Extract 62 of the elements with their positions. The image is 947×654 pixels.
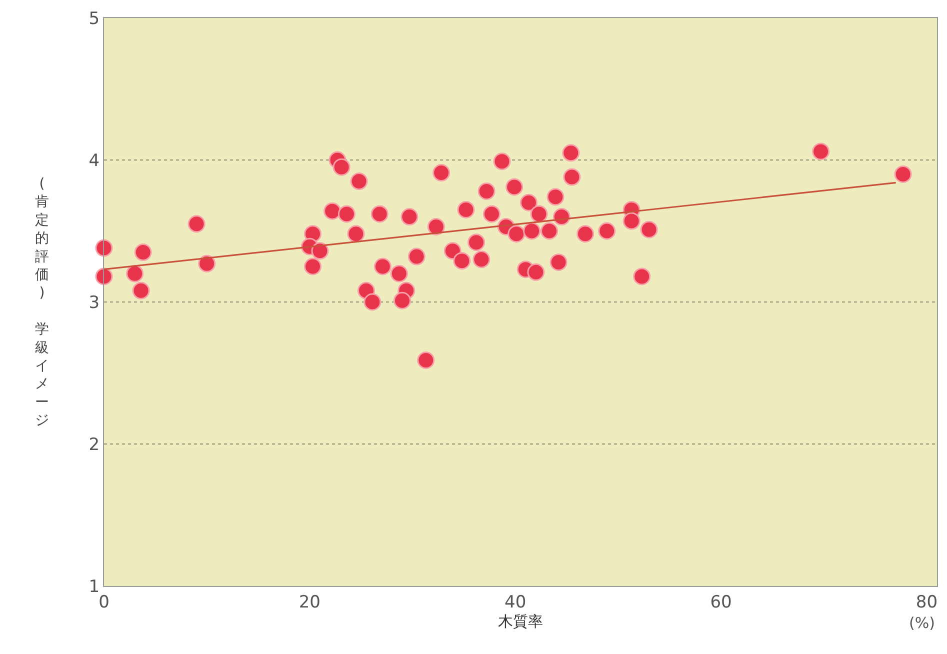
point [622,212,640,230]
point [95,268,113,286]
x-tick-label: 0 [98,592,110,612]
point [530,205,548,223]
y-tick-label: 1 [88,576,100,597]
point [393,292,411,310]
point [520,194,538,212]
point [478,182,496,200]
point [468,234,486,252]
x-tick-label: 60 [710,592,732,612]
y-tick-label: 5 [88,8,100,29]
point [134,244,152,262]
y-tick-label: 2 [88,434,100,455]
point [350,172,368,190]
x-tick-label: 40 [504,592,526,612]
point [390,264,408,282]
point [482,205,500,223]
x-tick-label: 20 [298,592,320,612]
point [432,164,450,182]
point [126,264,144,282]
point [453,252,471,270]
point [427,218,445,236]
point [812,142,830,160]
point [894,165,912,183]
point [523,222,541,240]
x-tick-label: 80 [916,592,938,612]
point [311,242,329,260]
point [408,248,426,266]
point [198,254,216,272]
text: (%) [909,614,935,632]
y-tick-label: 3 [88,292,100,313]
point [527,263,545,281]
text: (肯定的評価) 学級イメージ [35,176,49,429]
point [472,250,490,268]
y-tick-label: 4 [88,150,100,171]
point [562,144,580,162]
point [400,208,418,226]
point [332,158,350,176]
point [576,225,594,243]
x-axis-title: 木質率 [498,612,543,630]
point [188,215,206,233]
point [324,202,342,220]
point [417,351,435,369]
point [508,225,526,243]
point [374,258,392,276]
point [550,253,568,271]
point [640,220,658,238]
point [563,168,581,186]
point [95,239,113,257]
point [304,258,322,276]
point [598,222,616,240]
point [633,268,651,286]
point [132,282,150,300]
point [338,205,356,223]
point [370,205,388,223]
point [540,222,558,240]
point [457,200,475,218]
point [364,293,382,311]
point [493,152,511,170]
point [506,178,524,196]
point [347,225,365,243]
point [546,188,564,206]
